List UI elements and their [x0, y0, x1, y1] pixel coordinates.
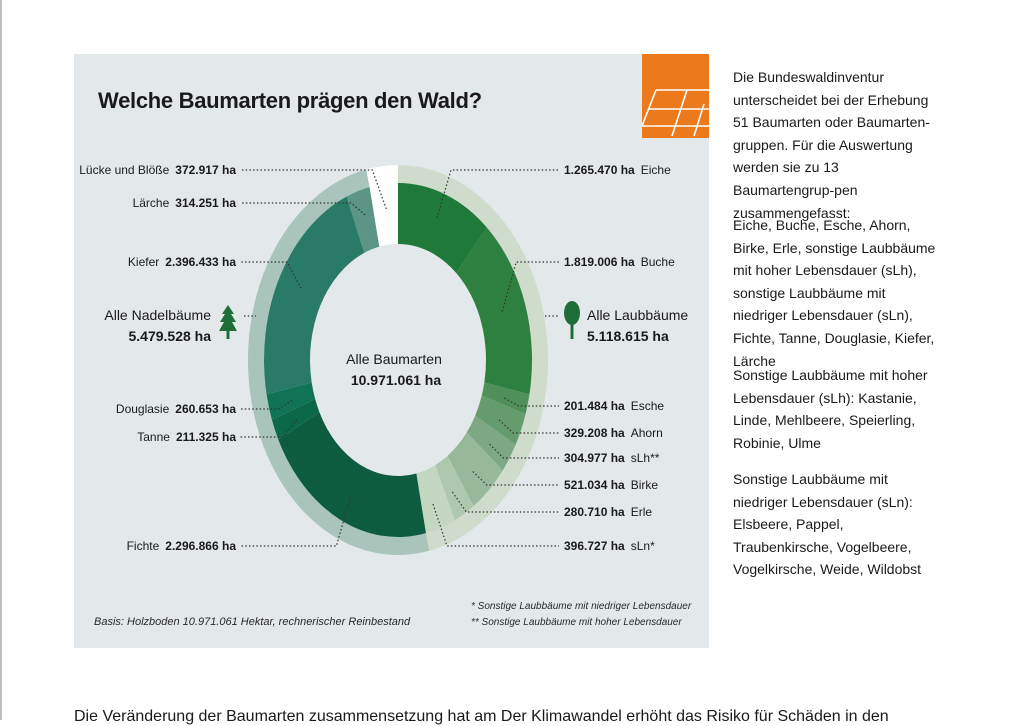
slice-eiche [398, 183, 487, 274]
conifers-group-label: Alle Nadelbäume [104, 307, 211, 323]
label-tanne: Tanne 211.325 ha [137, 430, 236, 444]
slice-lärche [346, 187, 380, 253]
slice-slh [466, 415, 516, 471]
slice-lücke-und-blöße [369, 183, 398, 247]
name-fichte: Fichte [127, 539, 160, 553]
footnote-star2: ** Sonstige Laubbäume mit hoher Lebensda… [471, 617, 682, 628]
grid-logo-icon [641, 89, 709, 137]
name-birke: Birke [631, 478, 659, 492]
slice-buche [456, 227, 532, 395]
value-erle: 280.710 ha [564, 505, 625, 519]
broadleaf-group-label: Alle Laubbäume [587, 307, 688, 323]
conifers-group-value: 5.479.528 ha [128, 328, 211, 344]
conifer-tree-icon [219, 305, 237, 339]
name-eiche: Eiche [641, 163, 671, 177]
label-slh: 304.977 ha sLh** [564, 451, 660, 465]
label-buche: 1.819.006 ha Buche [564, 255, 675, 269]
name-lücke-und-blöße: Lücke und Blöße [79, 163, 169, 177]
value-fichte: 2.296.866 ha [165, 539, 236, 553]
name-slh: sLh** [631, 451, 660, 465]
center-label: Alle Baumarten [346, 351, 442, 367]
label-douglasie: Douglasie 260.653 ha [116, 402, 236, 416]
value-lärche: 314.251 ha [175, 196, 236, 210]
name-buche: Buche [641, 255, 675, 269]
label-lücke-und-blöße: Lücke und Blöße 372.917 ha [79, 163, 236, 177]
slice-tanne [271, 399, 320, 440]
footnote-star1: * Sonstige Laubbäume mit niedriger Leben… [471, 601, 692, 612]
sidebar-paragraph-4: Sonstige Laubbäume mit niedriger Lebensd… [733, 471, 922, 578]
value-ahorn: 329.208 ha [564, 426, 625, 440]
value-slh: 304.977 ha [564, 451, 625, 465]
value-tanne: 211.325 ha [176, 430, 236, 444]
label-kiefer: Kiefer 2.396.433 ha [128, 255, 236, 269]
label-lärche: Lärche 314.251 ha [133, 196, 237, 210]
name-tanne: Tanne [137, 430, 170, 444]
name-sln: sLn* [631, 539, 655, 553]
sidebar-paragraph-3: Sonstige Laubbäume mit hoher Lebensdauer… [733, 367, 928, 451]
value-esche: 201.484 ha [564, 399, 625, 413]
sidebar-paragraph-1: Die Bundeswaldinventur unterscheidet bei… [733, 69, 930, 221]
label-birke: 521.034 ha Birke [564, 478, 658, 492]
value-kiefer: 2.396.433 ha [165, 255, 236, 269]
slice-kiefer [264, 196, 365, 395]
name-lärche: Lärche [133, 196, 170, 210]
leader-fichte [240, 496, 351, 547]
value-birke: 521.034 ha [564, 478, 625, 492]
value-eiche: 1.265.470 ha [564, 163, 635, 177]
chart-title: Welche Baumarten prägen den Wald? [98, 88, 482, 113]
value-sln: 396.727 ha [564, 539, 625, 553]
leader-lücke-und-blöße [240, 169, 387, 210]
name-douglasie: Douglasie [116, 402, 170, 416]
outer-ring-laubbaeume [398, 165, 548, 551]
name-esche: Esche [631, 399, 665, 413]
value-douglasie: 260.653 ha [175, 402, 236, 416]
slice-sln [416, 465, 455, 534]
deciduous-tree-icon [564, 301, 580, 339]
label-sln: 396.727 ha sLn* [564, 539, 655, 553]
broadleaf-group-value: 5.118.615 ha [587, 328, 669, 344]
label-erle: 280.710 ha Erle [564, 505, 652, 519]
basis-note: Basis: Holzboden 10.971.061 Hektar, rech… [94, 616, 411, 628]
leader-slh [489, 443, 559, 459]
leader-erle [451, 491, 559, 513]
label-esche: 201.484 ha Esche [564, 399, 664, 413]
leader-ahorn [498, 419, 559, 434]
sidebar-paragraph-2: Eiche, Buche, Esche, Ahorn, Birke, Erle,… [733, 217, 936, 369]
leader-kiefer [240, 261, 302, 289]
slice-fichte [278, 412, 426, 537]
name-ahorn: Ahorn [631, 426, 663, 440]
value-lücke-und-blöße: 372.917 ha [175, 163, 236, 177]
leader-birke [472, 471, 559, 486]
leader-douglasie [240, 399, 293, 410]
page-edge-line [0, 0, 2, 720]
leader-esche [504, 397, 559, 407]
corner-badge [641, 54, 709, 138]
slice-erle [435, 455, 474, 521]
name-erle: Erle [631, 505, 653, 519]
label-ahorn: 329.208 ha Ahorn [564, 426, 663, 440]
name-kiefer: Kiefer [128, 255, 159, 269]
center-value: 10.971.061 ha [351, 372, 442, 388]
outer-ring-gap [366, 165, 398, 188]
label-eiche: 1.265.470 ha Eiche [564, 163, 671, 177]
slice-birke [447, 432, 503, 507]
body-text-line: Die Veränderung der Baumarten zusammense… [74, 708, 889, 725]
value-buche: 1.819.006 ha [564, 255, 635, 269]
label-fichte: Fichte 2.296.866 ha [127, 539, 237, 553]
leader-sln [432, 503, 559, 547]
